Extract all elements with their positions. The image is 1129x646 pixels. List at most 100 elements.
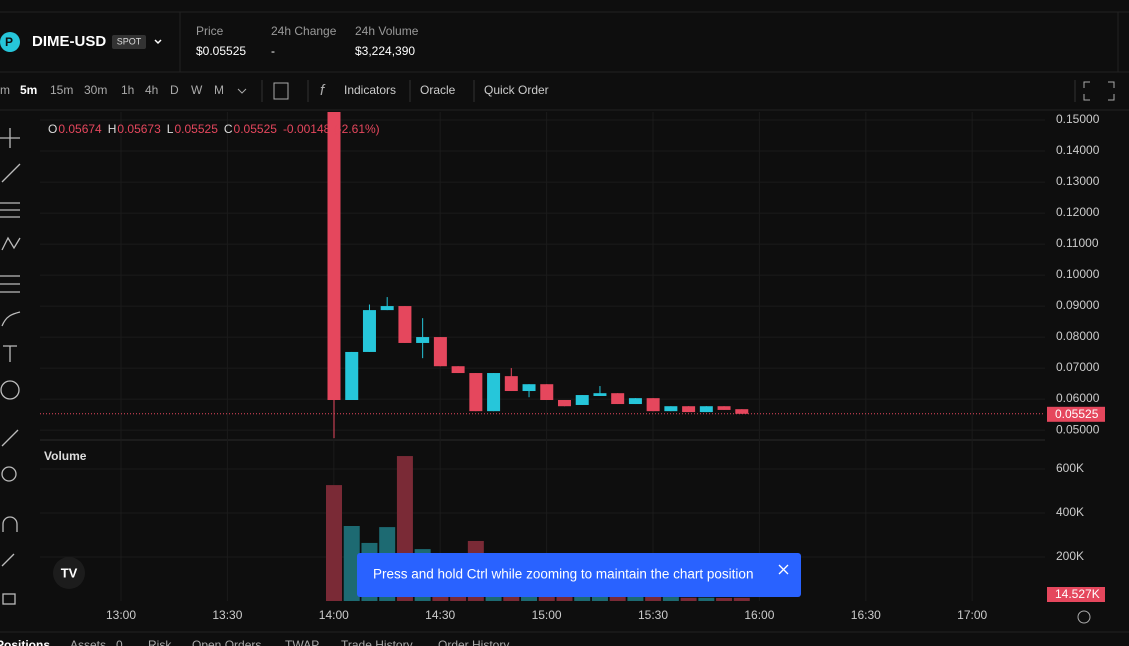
x-tick-label: 14:00 xyxy=(319,608,349,622)
interval[interactable]: D xyxy=(170,83,179,97)
candle-body xyxy=(717,406,731,410)
lock-tool[interactable] xyxy=(2,593,16,605)
pattern-tool[interactable] xyxy=(1,236,21,251)
settings[interactable] xyxy=(1077,610,1091,624)
candle-body xyxy=(593,393,607,396)
toast-text: Press and hold Ctrl while zooming to mai… xyxy=(373,567,753,582)
toast xyxy=(357,553,801,597)
tab[interactable]: Order History xyxy=(438,638,509,646)
volume-tick-label: 400K xyxy=(1056,505,1084,519)
toast-close[interactable] xyxy=(778,564,789,575)
candle-body xyxy=(380,306,394,311)
interval-dropdown[interactable] xyxy=(237,88,247,94)
x-tick-label: 13:00 xyxy=(106,608,136,622)
x-tick-label: 16:00 xyxy=(744,608,774,622)
volume-bar xyxy=(698,597,715,601)
stat-label: 24h Volume xyxy=(355,24,419,38)
candle-body xyxy=(664,406,678,412)
tab[interactable]: 0 xyxy=(116,638,123,646)
volume-bar xyxy=(645,596,662,601)
y-tick-label: 0.11000 xyxy=(1056,236,1099,250)
volume-tag xyxy=(1047,587,1105,602)
volume-tick-label: 600K xyxy=(1056,461,1084,475)
interval[interactable]: 15m xyxy=(50,83,73,97)
legend-key: H xyxy=(108,122,117,136)
volume-bar xyxy=(538,593,555,601)
candle-body xyxy=(646,398,660,412)
tab[interactable]: TWAP xyxy=(285,638,319,646)
y-tick-label: 0.06000 xyxy=(1056,391,1100,405)
stat-label: 24h Change xyxy=(271,24,337,38)
volume-bar xyxy=(733,597,750,601)
interval[interactable]: 1h xyxy=(121,83,134,97)
lines-tool[interactable] xyxy=(0,202,20,218)
candle-body xyxy=(540,384,554,401)
text-tool[interactable] xyxy=(3,345,17,362)
tab[interactable]: Open Orders xyxy=(192,638,261,646)
tool-button[interactable]: Oracle xyxy=(420,83,456,97)
crosshair-tool[interactable] xyxy=(0,128,20,148)
tab[interactable]: Trade History xyxy=(341,638,413,646)
volume-bar xyxy=(680,597,697,601)
x-tick-label: 14:30 xyxy=(425,608,455,622)
candle-body xyxy=(611,393,625,405)
candle-icon[interactable] xyxy=(273,82,289,100)
logo-glyph: P xyxy=(5,35,13,49)
tool-button[interactable]: Indicators xyxy=(344,83,396,97)
interval[interactable]: 30m xyxy=(84,83,107,97)
legend-key: O xyxy=(48,122,57,136)
volume-bar xyxy=(627,596,644,601)
magnet-tool[interactable] xyxy=(2,516,18,532)
interval[interactable]: 4h xyxy=(145,83,158,97)
candle-body xyxy=(682,406,696,413)
candle-body xyxy=(398,306,412,343)
x-tick-label: 15:00 xyxy=(532,608,562,622)
interval[interactable]: 5m xyxy=(20,83,37,97)
interval[interactable]: M xyxy=(214,83,224,97)
tab[interactable]: Positions xyxy=(0,638,50,646)
legend-change: -0.00148 (-2.61%) xyxy=(283,122,380,136)
line-tool[interactable] xyxy=(1,163,21,183)
candle-body xyxy=(433,337,447,367)
volume-bar xyxy=(521,594,538,601)
pencil-tool[interactable] xyxy=(1,553,15,567)
candle-body xyxy=(575,395,589,405)
stat-value: $3,224,390 xyxy=(355,44,415,58)
brush-tool[interactable] xyxy=(1,311,21,327)
tv-logo-text: TV xyxy=(61,565,78,580)
x-tick-label: 15:30 xyxy=(638,608,668,622)
volume-tag-label: 14.527K xyxy=(1055,587,1100,601)
legend-value: 0.05673 xyxy=(117,122,161,136)
candles xyxy=(327,112,749,439)
legend-key: L xyxy=(167,122,174,136)
volume-title: Volume xyxy=(44,449,87,463)
volume-bar xyxy=(662,597,679,601)
candle-body xyxy=(504,376,518,392)
tool-button[interactable]: Quick Order xyxy=(484,83,549,97)
tab[interactable]: Risk xyxy=(148,638,172,646)
fullscreen[interactable] xyxy=(1083,81,1115,101)
zoom-tool[interactable] xyxy=(1,466,17,482)
candle-body xyxy=(487,373,501,412)
candle-body xyxy=(451,366,465,374)
tool-sidebar xyxy=(0,128,21,605)
emoji-tool[interactable] xyxy=(0,380,20,400)
y-tick-label: 0.08000 xyxy=(1056,329,1100,343)
fib-tool[interactable] xyxy=(0,275,20,293)
tab[interactable]: Assets xyxy=(70,638,106,646)
interval[interactable]: W xyxy=(191,83,203,97)
volume-bar xyxy=(591,596,608,601)
ruler-tool[interactable] xyxy=(1,429,19,447)
y-tick-label: 0.15000 xyxy=(1056,112,1100,126)
price-tag xyxy=(1047,406,1105,422)
candle-body xyxy=(327,112,341,401)
fx-icon[interactable]: f xyxy=(320,82,326,99)
interval[interactable]: m xyxy=(0,83,10,97)
dropdown[interactable] xyxy=(154,39,162,45)
pair[interactable]: DIME-USD xyxy=(32,33,106,50)
y-tick-label: 0.07000 xyxy=(1056,360,1100,374)
y-tick-label: 0.09000 xyxy=(1056,298,1100,312)
y-tick-label: 0.12000 xyxy=(1056,205,1100,219)
market-badge: SPOT xyxy=(117,36,142,46)
